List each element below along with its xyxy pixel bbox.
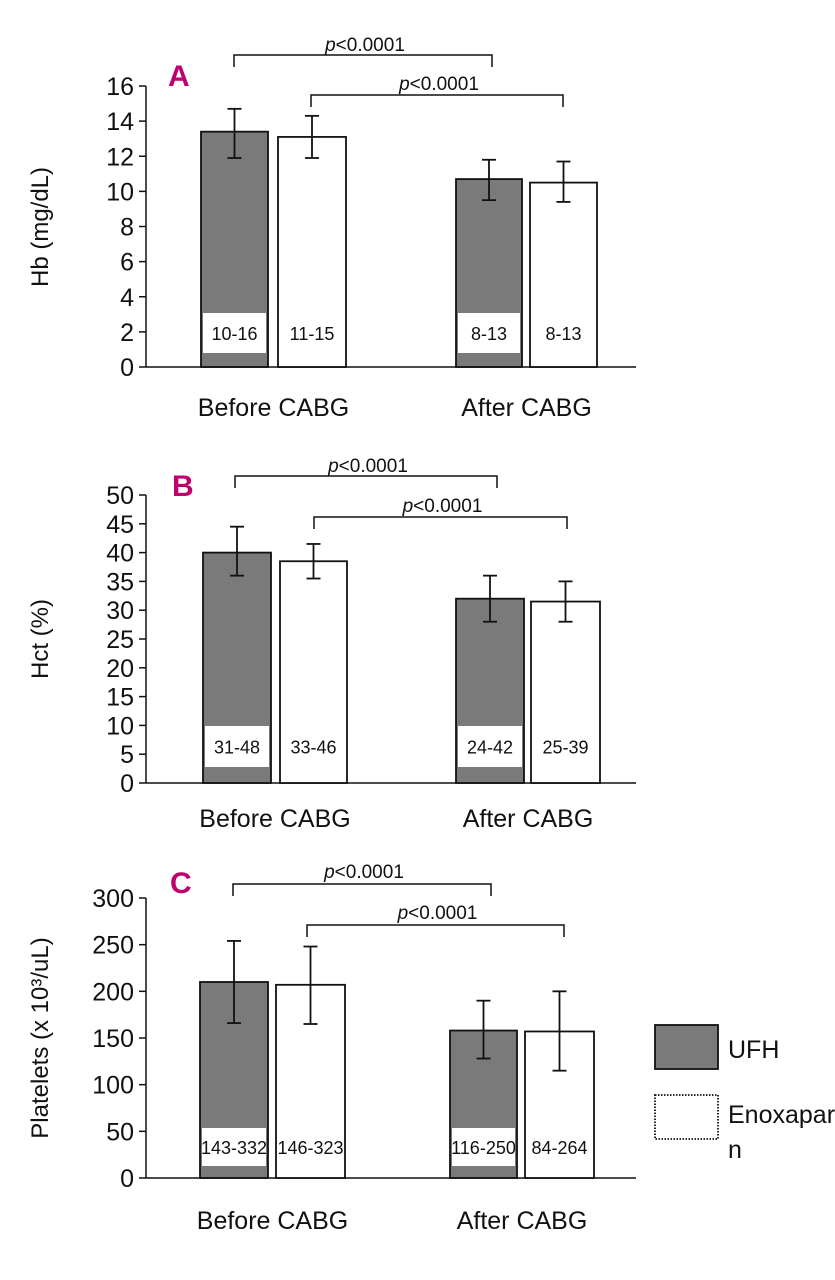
panel-c-bar-ufh-after-range-label: 116-250 — [451, 1138, 516, 1158]
panel-a-y-tick-label: 8 — [120, 214, 134, 242]
panel-a-bar-ufh-after-range-label: 8-13 — [471, 324, 507, 344]
panel-a-significance-ufh-label-value: <0.0001 — [336, 35, 405, 56]
panel-a-y-tick-label: 16 — [106, 73, 134, 101]
panel-a-category-label: Before CABG — [198, 394, 349, 422]
panel-a-category-label: After CABG — [461, 394, 592, 422]
panel-a-bar-enoxaparin-after-range-label: 8-13 — [545, 324, 581, 344]
panel-b-significance-ufh-label-value: <0.0001 — [339, 456, 408, 477]
panel-b-significance-ufh-label-p: p — [327, 456, 339, 477]
panel-c-letter: C — [170, 867, 192, 900]
panel-b-y-axis-title: Hct (%) — [27, 599, 54, 679]
panel-b-y-tick-label: 25 — [106, 626, 134, 654]
panel-c-y-tick-label: 0 — [120, 1165, 134, 1193]
panel-c-significance-ufh-label-value: <0.0001 — [335, 862, 404, 883]
panel-a-y-axis-title: Hb (mg/dL) — [27, 167, 54, 287]
panel-a-significance-ufh-label-p: p — [324, 35, 336, 56]
panel-c-significance-enoxaparin-label-p: p — [397, 903, 409, 924]
panel-c-significance-ufh-label: p<0.0001 — [323, 862, 404, 883]
panel-b-bar-enoxaparin-before — [279, 560, 348, 784]
panel-c-y-tick-label: 150 — [92, 1025, 134, 1053]
panel-a-y-tick-label: 6 — [120, 249, 134, 277]
panel-c-significance-enoxaparin-label: p<0.0001 — [397, 903, 478, 924]
panel-a-significance-ufh-label: p<0.0001 — [324, 35, 405, 56]
panel-c-significance-ufh-label-p: p — [323, 862, 335, 883]
panel-a-y-tick-label: 2 — [120, 319, 134, 347]
panel-a-bar-ufh-after-range-box — [458, 313, 520, 353]
panel-c-y-tick-label: 200 — [92, 978, 134, 1006]
panel-c-y-tick-label: 100 — [92, 1072, 134, 1100]
panel-a-bar-enoxaparin-before-range-label: 11-15 — [290, 324, 335, 344]
panel-b-bar-ufh-before-range-label: 31-48 — [214, 738, 260, 758]
legend-label-enoxaparin-line1: Enoxapari — [728, 1101, 835, 1129]
panel-a-significance-enoxaparin-label: p<0.0001 — [398, 74, 479, 95]
panel-b-bar-ufh-before-range-box — [205, 726, 269, 767]
panel-b-y-tick-label: 10 — [106, 712, 134, 740]
panel-b-bar-enoxaparin-after-range-label: 25-39 — [542, 738, 588, 758]
panel-c-bar-ufh-after-range-box — [452, 1128, 515, 1166]
panel-b-bar-ufh-after-range-label: 24-42 — [467, 738, 513, 758]
panel-b-bar-ufh-after-range-box — [458, 726, 522, 767]
panel-c-y-tick-label: 250 — [92, 932, 134, 960]
panel-b-y-tick-label: 50 — [106, 482, 134, 510]
panel-c-y-tick-label: 300 — [92, 885, 134, 913]
panel-c-significance-ufh-bracket — [232, 883, 492, 896]
panel-a-bar-ufh-before-range-box — [203, 313, 266, 353]
panel-b-y-tick-label: 15 — [106, 684, 134, 712]
panel-b-significance-ufh-label: p<0.0001 — [327, 456, 408, 477]
panel-b-bar-enoxaparin-after — [530, 600, 601, 784]
panel-a-significance-enoxaparin-label-value: <0.0001 — [410, 74, 479, 95]
panel-b-bar-enoxaparin-before-range-label: 33-46 — [290, 738, 336, 758]
panel-a-y-tick-label: 4 — [120, 284, 134, 312]
panel-c-bar-ufh-before-range-box — [202, 1128, 266, 1166]
legend-label-ufh: UFH — [728, 1036, 779, 1064]
panel-b-y-tick-label: 0 — [120, 770, 134, 798]
panel-b-y-tick-label: 45 — [106, 511, 134, 539]
panel-a-y-tick-label: 0 — [120, 354, 134, 382]
panel-a-bar-enoxaparin-after — [529, 181, 598, 368]
panel-a-significance-ufh-bracket — [233, 54, 493, 67]
panel-a-significance-enoxaparin-label-p: p — [398, 74, 410, 95]
panel-c-bar-enoxaparin-before-range-label: 146-323 — [277, 1138, 343, 1158]
panel-c-significance-enoxaparin-bracket — [306, 924, 565, 937]
panel-a-letter: A — [168, 60, 190, 93]
legend-swatch-ufh — [654, 1024, 719, 1070]
panel-a-y-tick-label: 12 — [106, 143, 134, 171]
panel-b-category-label: Before CABG — [199, 805, 350, 833]
panel-b-y-tick-label: 35 — [106, 568, 134, 596]
panel-a-bar-ufh-before-range-label: 10-16 — [211, 324, 257, 344]
panel-b-significance-ufh-bracket — [234, 475, 498, 488]
panel-b-y-tick-label: 30 — [106, 597, 134, 625]
panel-c-category-label: After CABG — [457, 1207, 588, 1235]
panel-b-significance-enoxaparin-bracket — [313, 516, 568, 529]
panel-a-bar-enoxaparin-before — [277, 136, 347, 368]
panel-b-significance-enoxaparin-label-p: p — [402, 496, 414, 517]
legend-label-enoxaparin-line2: n — [728, 1136, 742, 1164]
panel-b-y-tick-label: 20 — [106, 655, 134, 683]
panel-c-y-tick-label: 50 — [106, 1118, 134, 1146]
panel-b-significance-enoxaparin-label-value: <0.0001 — [413, 496, 482, 517]
panel-c-category-label: Before CABG — [197, 1207, 348, 1235]
legend-swatch-enoxaparin — [654, 1094, 719, 1140]
panel-b-y-tick-label: 40 — [106, 540, 134, 568]
panel-c-significance-enoxaparin-label-value: <0.0001 — [408, 903, 477, 924]
panel-b-significance-enoxaparin-label: p<0.0001 — [402, 496, 483, 517]
panel-b-y-tick-label: 5 — [120, 741, 134, 769]
panel-b-category-label: After CABG — [463, 805, 594, 833]
panel-c-bar-ufh-before-range-label: 143-332 — [201, 1138, 267, 1158]
panel-a-y-tick-label: 10 — [106, 178, 134, 206]
panel-c-y-axis-title: Platelets (x 10³/uL) — [27, 937, 54, 1138]
panel-c-bar-enoxaparin-after-range-label: 84-264 — [531, 1138, 587, 1158]
panel-b-letter: B — [172, 470, 194, 503]
panel-a-y-tick-label: 14 — [106, 108, 134, 136]
panel-a-significance-enoxaparin-bracket — [310, 94, 564, 107]
